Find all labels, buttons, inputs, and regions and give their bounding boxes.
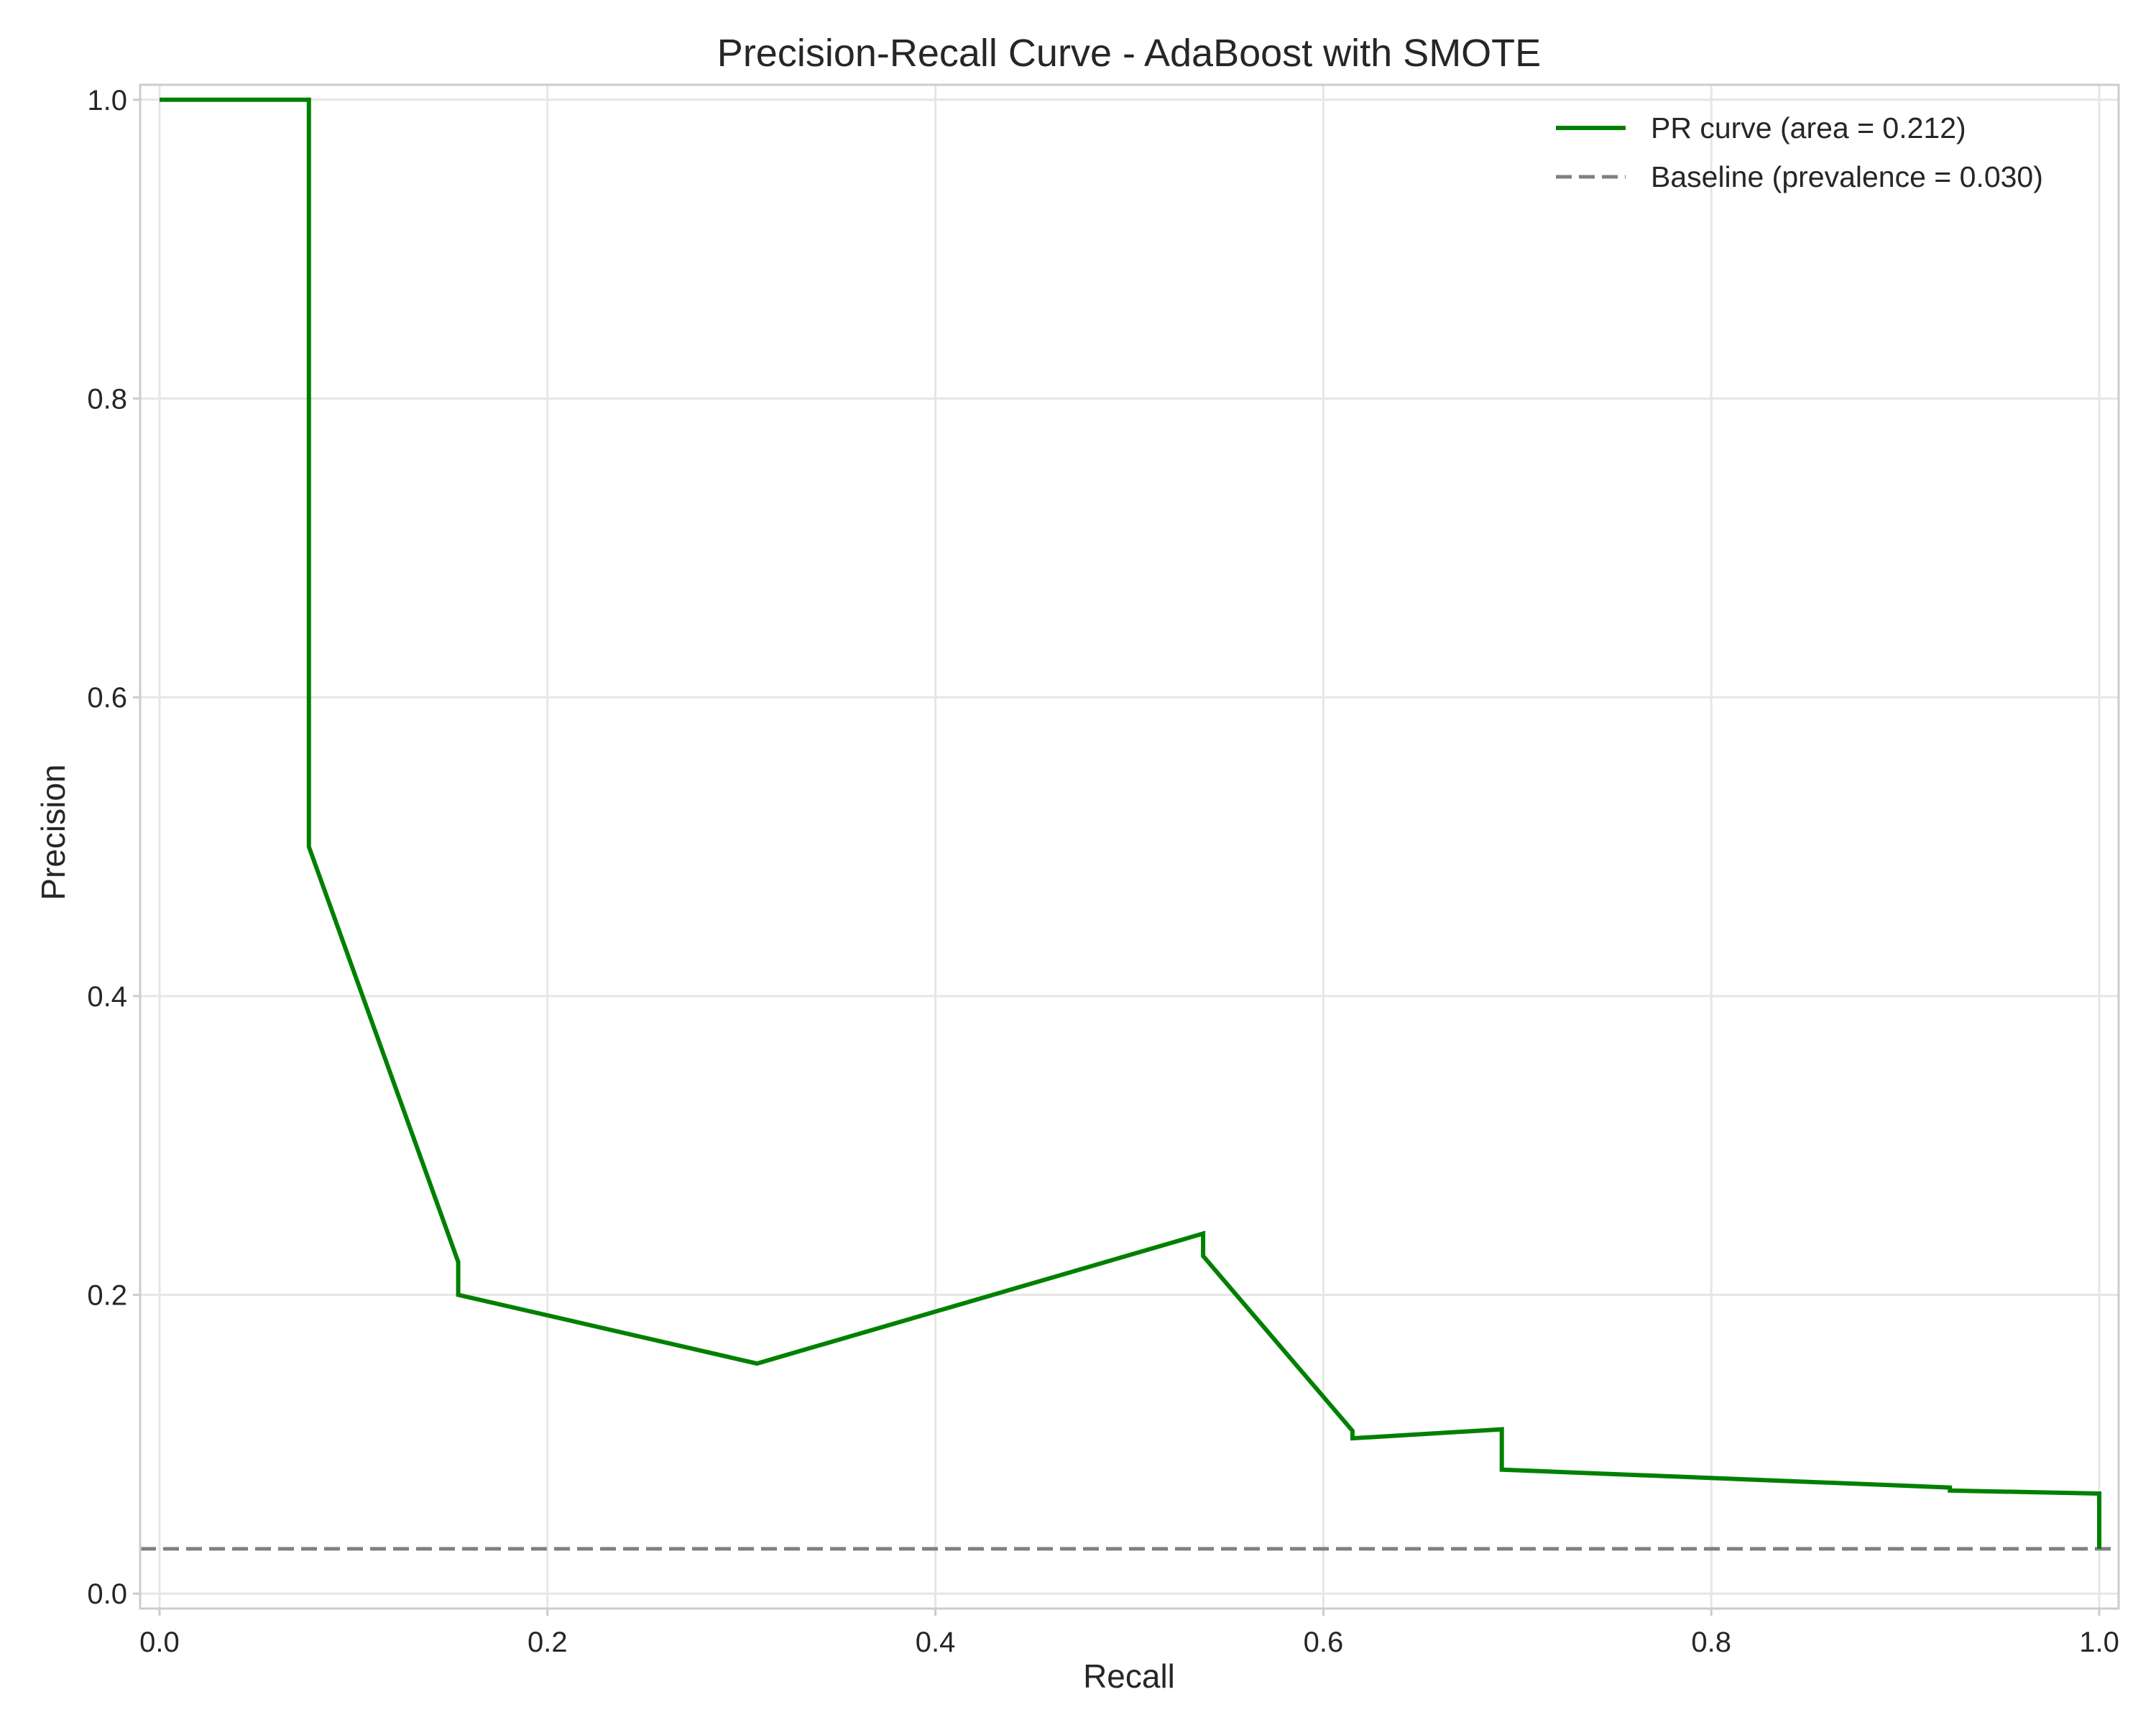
y-axis-label: Precision xyxy=(34,764,72,900)
x-tick-label: 0.4 xyxy=(916,1627,956,1658)
grid-layer xyxy=(140,85,2119,1609)
series-layer xyxy=(140,97,2119,1551)
legend-label-pr-curve: PR curve (area = 0.212) xyxy=(1651,111,1966,144)
legend: PR curve (area = 0.212) Baseline (preval… xyxy=(1556,111,2043,193)
y-tick-label: 0.4 xyxy=(87,981,127,1013)
tick-layer: 0.0 0.2 0.4 0.6 0.8 1.0 0.0 0.2 0.4 0.6 0.8 1.0 xyxy=(87,85,2119,1658)
y-tick-label: 0.2 xyxy=(87,1280,127,1312)
y-tick-label: 0.0 xyxy=(87,1578,127,1610)
x-tick-label: 0.2 xyxy=(528,1627,568,1658)
x-tick-label: 0.8 xyxy=(1691,1627,1731,1658)
y-tick-label: 0.6 xyxy=(87,682,127,714)
pr-curve-series-line xyxy=(160,97,2101,1549)
legend-label-baseline: Baseline (prevalence = 0.030) xyxy=(1651,160,2043,193)
x-tick-label: 0.6 xyxy=(1304,1627,1344,1658)
x-tick-label: 0.0 xyxy=(139,1627,180,1658)
x-axis-label: Recall xyxy=(1083,1657,1175,1695)
x-tick-label: 1.0 xyxy=(2079,1627,2119,1658)
y-tick-label: 1.0 xyxy=(87,85,127,116)
chart-title: Precision-Recall Curve - AdaBoost with S… xyxy=(717,32,1541,75)
y-tick-label: 0.8 xyxy=(87,383,127,415)
plot-frame xyxy=(139,83,2120,1610)
